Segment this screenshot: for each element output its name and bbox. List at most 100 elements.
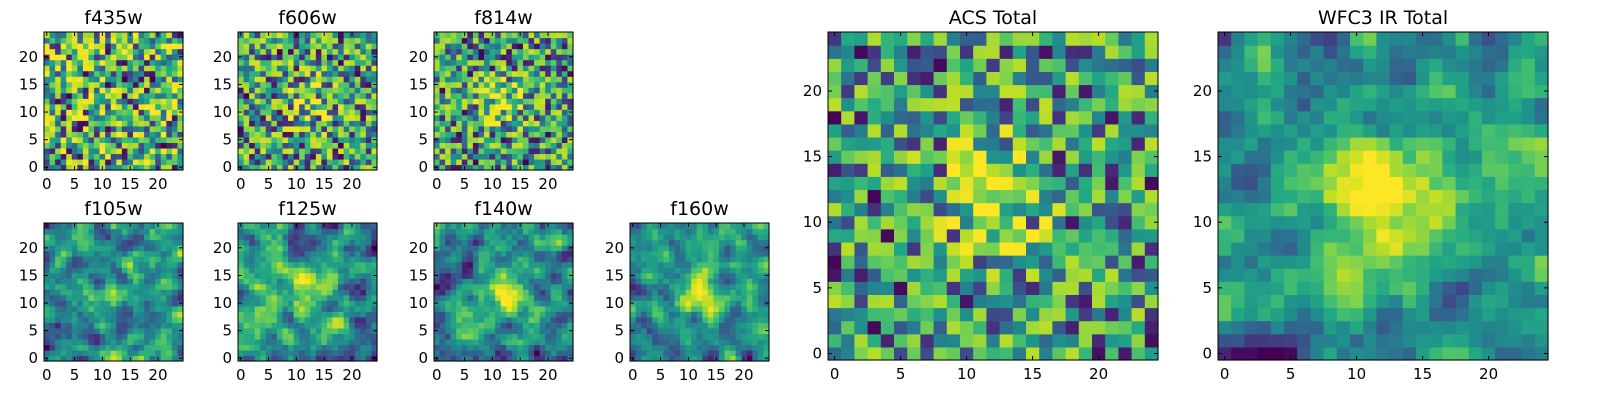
heatmap-cell — [752, 256, 759, 263]
heatmap-cell — [99, 65, 106, 72]
heatmap-cell — [730, 278, 737, 285]
heatmap-cell — [171, 272, 179, 279]
heatmap-cell — [310, 114, 317, 121]
heatmap-cell — [149, 250, 156, 257]
heatmap-cell — [500, 65, 507, 72]
heatmap-cell — [321, 120, 328, 127]
heatmap-cell — [315, 65, 322, 72]
heatmap-cell — [110, 76, 117, 83]
heatmap-cell — [260, 37, 267, 44]
heatmap-cell — [434, 125, 441, 132]
heatmap-cell — [116, 316, 123, 323]
heatmap-cell — [550, 65, 557, 72]
heatmap-cell — [121, 333, 128, 340]
heatmap-cell — [254, 272, 261, 279]
heatmap-cell — [271, 43, 278, 50]
heatmap-cell — [160, 92, 167, 99]
heatmap-cell — [343, 43, 350, 50]
heatmap-cell — [354, 92, 361, 99]
heatmap-cell — [276, 32, 284, 39]
heatmap-cell — [461, 114, 468, 121]
heatmap-cell — [293, 59, 300, 66]
heatmap-cell — [528, 344, 535, 351]
heatmap-cell — [166, 92, 173, 99]
heatmap-cell — [467, 65, 474, 72]
heatmap-cell — [315, 261, 322, 268]
heatmap-cell — [249, 322, 256, 329]
heatmap-cell — [696, 305, 703, 312]
heatmap-cell — [461, 142, 468, 149]
heatmap-cell — [841, 150, 855, 164]
heatmap-cell — [724, 355, 731, 362]
heatmap-cell — [282, 43, 289, 50]
heatmap-cell — [522, 338, 530, 346]
heatmap-cell — [265, 239, 272, 246]
heatmap-cell — [349, 76, 356, 83]
heatmap-cell — [60, 327, 67, 334]
heatmap-cell — [630, 344, 637, 351]
heatmap-cell — [371, 87, 378, 94]
heatmap-cell — [276, 344, 284, 351]
heatmap-cell — [105, 43, 112, 50]
heatmap-cell — [116, 322, 123, 329]
heatmap-cell — [484, 322, 491, 329]
heatmap-cell — [332, 316, 339, 323]
heatmap-cell — [99, 316, 106, 323]
heatmap-cell — [354, 349, 361, 357]
heatmap-cell — [434, 147, 441, 155]
heatmap-cell — [484, 278, 491, 285]
heatmap-cell — [663, 333, 670, 340]
heatmap-cell — [439, 87, 446, 94]
heatmap-cell — [343, 37, 350, 44]
heatmap-cell — [534, 228, 541, 235]
heatmap-cell — [105, 234, 112, 241]
heatmap-cell — [304, 114, 311, 121]
heatmap-cell — [293, 147, 300, 155]
heatmap-cell — [550, 109, 557, 116]
heatmap-cell — [332, 48, 339, 55]
heatmap-cell — [293, 76, 300, 83]
heatmap-cell — [371, 338, 378, 346]
heatmap-cell — [472, 261, 480, 268]
heatmap-cell — [663, 228, 670, 235]
heatmap-cell — [155, 344, 162, 351]
heatmap-cell — [702, 283, 709, 290]
heatmap-cell — [500, 338, 507, 346]
heatmap-cell — [321, 70, 328, 77]
heatmap-cell — [121, 43, 128, 50]
heatmap-cell — [88, 228, 95, 235]
heatmap-cell — [354, 256, 361, 263]
heatmap-cell — [450, 158, 457, 166]
heatmap-cell — [155, 294, 162, 301]
heatmap-cell — [365, 223, 373, 230]
heatmap-cell — [1131, 268, 1146, 282]
heatmap-cell — [467, 125, 474, 132]
heatmap-cell — [88, 283, 95, 290]
heatmap-cell — [495, 48, 502, 55]
heatmap-cell — [282, 256, 289, 263]
heatmap-cell — [332, 32, 339, 39]
heatmap-cell — [360, 114, 367, 121]
heatmap-cell — [472, 250, 480, 257]
heatmap-cell — [127, 147, 134, 155]
heatmap-cell — [315, 103, 322, 110]
heatmap-cell — [99, 250, 106, 257]
heatmap-cell — [288, 322, 295, 329]
heatmap-cell — [1026, 215, 1040, 230]
heatmap-cell — [332, 272, 339, 279]
heatmap-cell — [88, 103, 95, 110]
heatmap-cell — [66, 81, 73, 88]
heatmap-cell — [735, 333, 742, 340]
heatmap-cell — [500, 147, 507, 155]
heatmap-cell — [702, 234, 709, 241]
heatmap-cell — [534, 327, 541, 334]
heatmap-cell — [467, 103, 474, 110]
heatmap-cell — [478, 54, 485, 61]
heatmap-cell — [1092, 241, 1106, 256]
heatmap-cell — [646, 322, 653, 329]
heatmap-cell — [177, 289, 184, 296]
heatmap-cell — [456, 239, 463, 246]
heatmap-cell — [110, 256, 117, 263]
heatmap-cell — [999, 333, 1014, 348]
heatmap-cell — [338, 349, 345, 357]
